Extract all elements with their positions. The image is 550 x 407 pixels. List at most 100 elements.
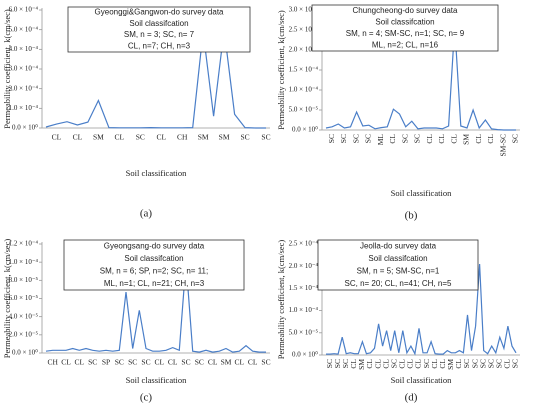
x-tick-label: CL — [388, 134, 397, 144]
x-tick-label: CL — [437, 134, 446, 144]
data-line — [45, 262, 266, 353]
x-tick-label: CH — [47, 358, 58, 367]
y-tick-label: 6.0 × 10⁻⁵ — [9, 294, 39, 302]
y-tick-label: 1.0 × 10⁻⁴ — [9, 258, 39, 266]
annotation: SM, n = 3; SC, n= 7 — [124, 30, 195, 39]
x-tick-label: SM — [219, 133, 230, 142]
y-tick-label: 4.0 × 10⁻⁴ — [9, 45, 39, 53]
annotation: Soil classifcation — [129, 19, 188, 28]
annotation-box — [317, 239, 479, 291]
x-tick-label: SC — [389, 359, 398, 368]
y-tick-label: 1.0 × 10⁻⁴ — [289, 86, 319, 94]
x-tick-label: SM — [221, 358, 232, 367]
x-tick-label: SC — [495, 359, 504, 368]
x-tick-label: CL — [373, 359, 382, 369]
x-tick-label: SC — [261, 358, 270, 367]
x-tick-label: CL — [438, 359, 447, 369]
x-tick-label: SC — [364, 134, 373, 143]
x-tick-label: SC — [333, 359, 342, 368]
y-tick-label: 0.0 × 10⁰ — [292, 126, 318, 134]
panel-label: (a) — [140, 208, 153, 220]
y-tick-label: 1.0 × 10⁻⁴ — [9, 104, 39, 112]
x-tick-label: CL — [208, 358, 218, 367]
data-line — [325, 25, 516, 131]
x-axis-label: Soil classification — [391, 188, 452, 198]
x-tick-label: SC — [136, 133, 145, 142]
x-tick-label: ML — [376, 134, 385, 146]
annotation: SM, n = 5; SM-SC, n=1 — [357, 266, 440, 275]
y-tick-label: 6.0 × 10⁻⁴ — [9, 6, 39, 14]
y-tick-label: 2.5 × 10⁻⁴ — [289, 240, 319, 248]
y-tick-label: 1.5 × 10⁻⁴ — [289, 66, 319, 74]
x-tick-label: CL — [61, 358, 71, 367]
x-axis-label: Soil classification — [126, 168, 187, 178]
annotation: SM, n = 4; SM-SC, n=1; SC, n= 9 — [346, 29, 465, 38]
y-tick-label: 1.2 × 10⁻⁴ — [9, 240, 39, 248]
x-tick-label: SC — [141, 358, 150, 367]
x-tick-label: SC — [422, 359, 431, 368]
annotation: Jeolla-do survey data — [360, 241, 437, 250]
y-tick-label: 3.0 × 10⁻⁴ — [9, 65, 39, 73]
annotation: Soil classifcation — [124, 254, 183, 263]
x-tick-label: CL — [168, 358, 178, 367]
annotation: Chungcheong-do survey data — [353, 6, 459, 15]
annotation: SM, n = 6; SP, n=2; SC, n= 11; — [100, 266, 208, 275]
x-tick-label: CL — [248, 358, 258, 367]
x-tick-label: CL — [155, 358, 165, 367]
x-tick-label: SM-SC — [498, 134, 507, 157]
annotation: Soil classifcation — [368, 254, 427, 263]
x-tick-label: SC — [486, 359, 495, 368]
x-tick-label: CL — [73, 133, 83, 142]
annotation: Gyeongsang-do survey data — [104, 241, 205, 250]
data-line — [45, 29, 266, 129]
x-tick-label: SC — [181, 358, 190, 367]
data-line — [326, 263, 517, 356]
x-tick-label: SM — [93, 133, 104, 142]
x-tick-label: SC — [88, 358, 97, 367]
x-tick-label: SC — [462, 359, 471, 368]
x-tick-label: CL — [503, 359, 512, 369]
annotation: ML, n=2; CL, n=16 — [372, 40, 439, 49]
y-axis-label: Permeability coefficient, k(cm/sec) — [276, 10, 286, 130]
panel-label: (b) — [405, 210, 418, 222]
y-tick-label: 0.0 × 10⁰ — [12, 124, 38, 132]
x-tick-label: CL — [156, 133, 166, 142]
x-tick-label: CL — [430, 359, 439, 369]
y-tick-label: 2.0 × 10⁻⁴ — [289, 262, 319, 270]
y-tick-label: 2.0 × 10⁻⁴ — [289, 46, 319, 54]
panel-label: (c) — [140, 392, 153, 404]
x-tick-label: CL — [449, 134, 458, 144]
x-tick-label: SP — [102, 358, 110, 367]
x-tick-label: CL — [454, 359, 463, 369]
x-tick-label: CL — [486, 134, 495, 144]
x-tick-label: CL — [75, 358, 85, 367]
x-tick-label: CL — [365, 359, 374, 369]
x-tick-label: CH — [177, 133, 188, 142]
x-tick-label: SM — [462, 134, 471, 145]
x-axis-label: Soil classification — [391, 375, 452, 385]
panel-label: (d) — [405, 392, 418, 404]
y-tick-label: 2.0 × 10⁻⁵ — [9, 330, 39, 338]
x-tick-label: CL — [474, 134, 483, 144]
y-tick-label: 5.0 × 10⁻⁵ — [289, 106, 319, 114]
x-tick-label: SC — [470, 359, 479, 368]
annotation: Soil classifcation — [375, 17, 434, 26]
x-tick-label: SC — [325, 359, 334, 368]
y-tick-label: 4.0 × 10⁻⁵ — [9, 312, 39, 320]
annotation: CL, n=7; CH, n=3 — [128, 41, 191, 50]
y-tick-label: 8.0 × 10⁻⁵ — [9, 276, 39, 284]
annotation-box — [311, 4, 499, 52]
x-tick-label: SM — [446, 359, 455, 370]
x-tick-label: SC — [511, 134, 520, 143]
x-tick-label: CL — [398, 359, 407, 369]
y-tick-label: 5.0 × 10⁻⁵ — [289, 328, 319, 336]
x-tick-label: SC — [400, 134, 409, 143]
y-tick-label: 2.5 × 10⁻⁴ — [289, 26, 319, 34]
x-tick-label: SC — [351, 134, 360, 143]
annotation: ML, n=1; CL, n=21; CH, n=3 — [104, 279, 205, 288]
x-tick-label: SC — [261, 133, 270, 142]
annotation: SC, n= 20; CL, n=41; CH, n=5 — [345, 279, 453, 288]
x-tick-label: SC — [339, 134, 348, 143]
y-tick-label: 0.0 × 10⁰ — [12, 349, 38, 357]
